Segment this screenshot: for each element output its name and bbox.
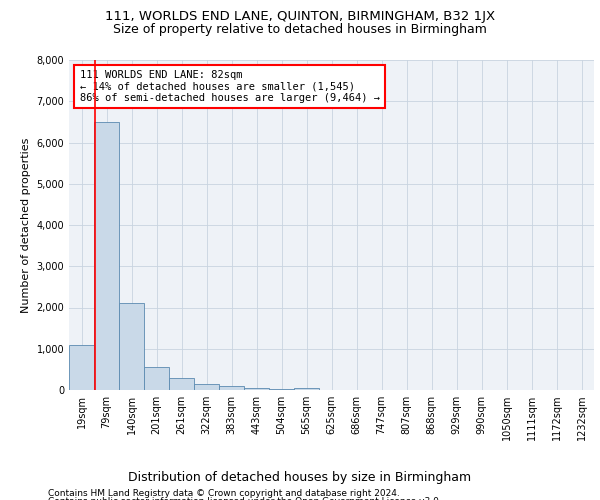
Bar xyxy=(194,384,219,390)
Y-axis label: Number of detached properties: Number of detached properties xyxy=(21,138,31,312)
Text: 111 WORLDS END LANE: 82sqm
← 14% of detached houses are smaller (1,545)
86% of s: 111 WORLDS END LANE: 82sqm ← 14% of deta… xyxy=(79,70,380,103)
Bar xyxy=(119,304,144,390)
Bar xyxy=(169,378,194,390)
Text: Size of property relative to detached houses in Birmingham: Size of property relative to detached ho… xyxy=(113,22,487,36)
Bar xyxy=(69,344,94,390)
Bar xyxy=(269,389,294,390)
Bar xyxy=(294,388,319,390)
Bar xyxy=(144,368,169,390)
Bar xyxy=(219,386,244,390)
Bar xyxy=(244,388,269,390)
Text: 111, WORLDS END LANE, QUINTON, BIRMINGHAM, B32 1JX: 111, WORLDS END LANE, QUINTON, BIRMINGHA… xyxy=(105,10,495,23)
Bar xyxy=(94,122,119,390)
Text: Contains HM Land Registry data © Crown copyright and database right 2024.: Contains HM Land Registry data © Crown c… xyxy=(48,489,400,498)
Text: Distribution of detached houses by size in Birmingham: Distribution of detached houses by size … xyxy=(128,471,472,484)
Text: Contains public sector information licensed under the Open Government Licence v3: Contains public sector information licen… xyxy=(48,496,442,500)
